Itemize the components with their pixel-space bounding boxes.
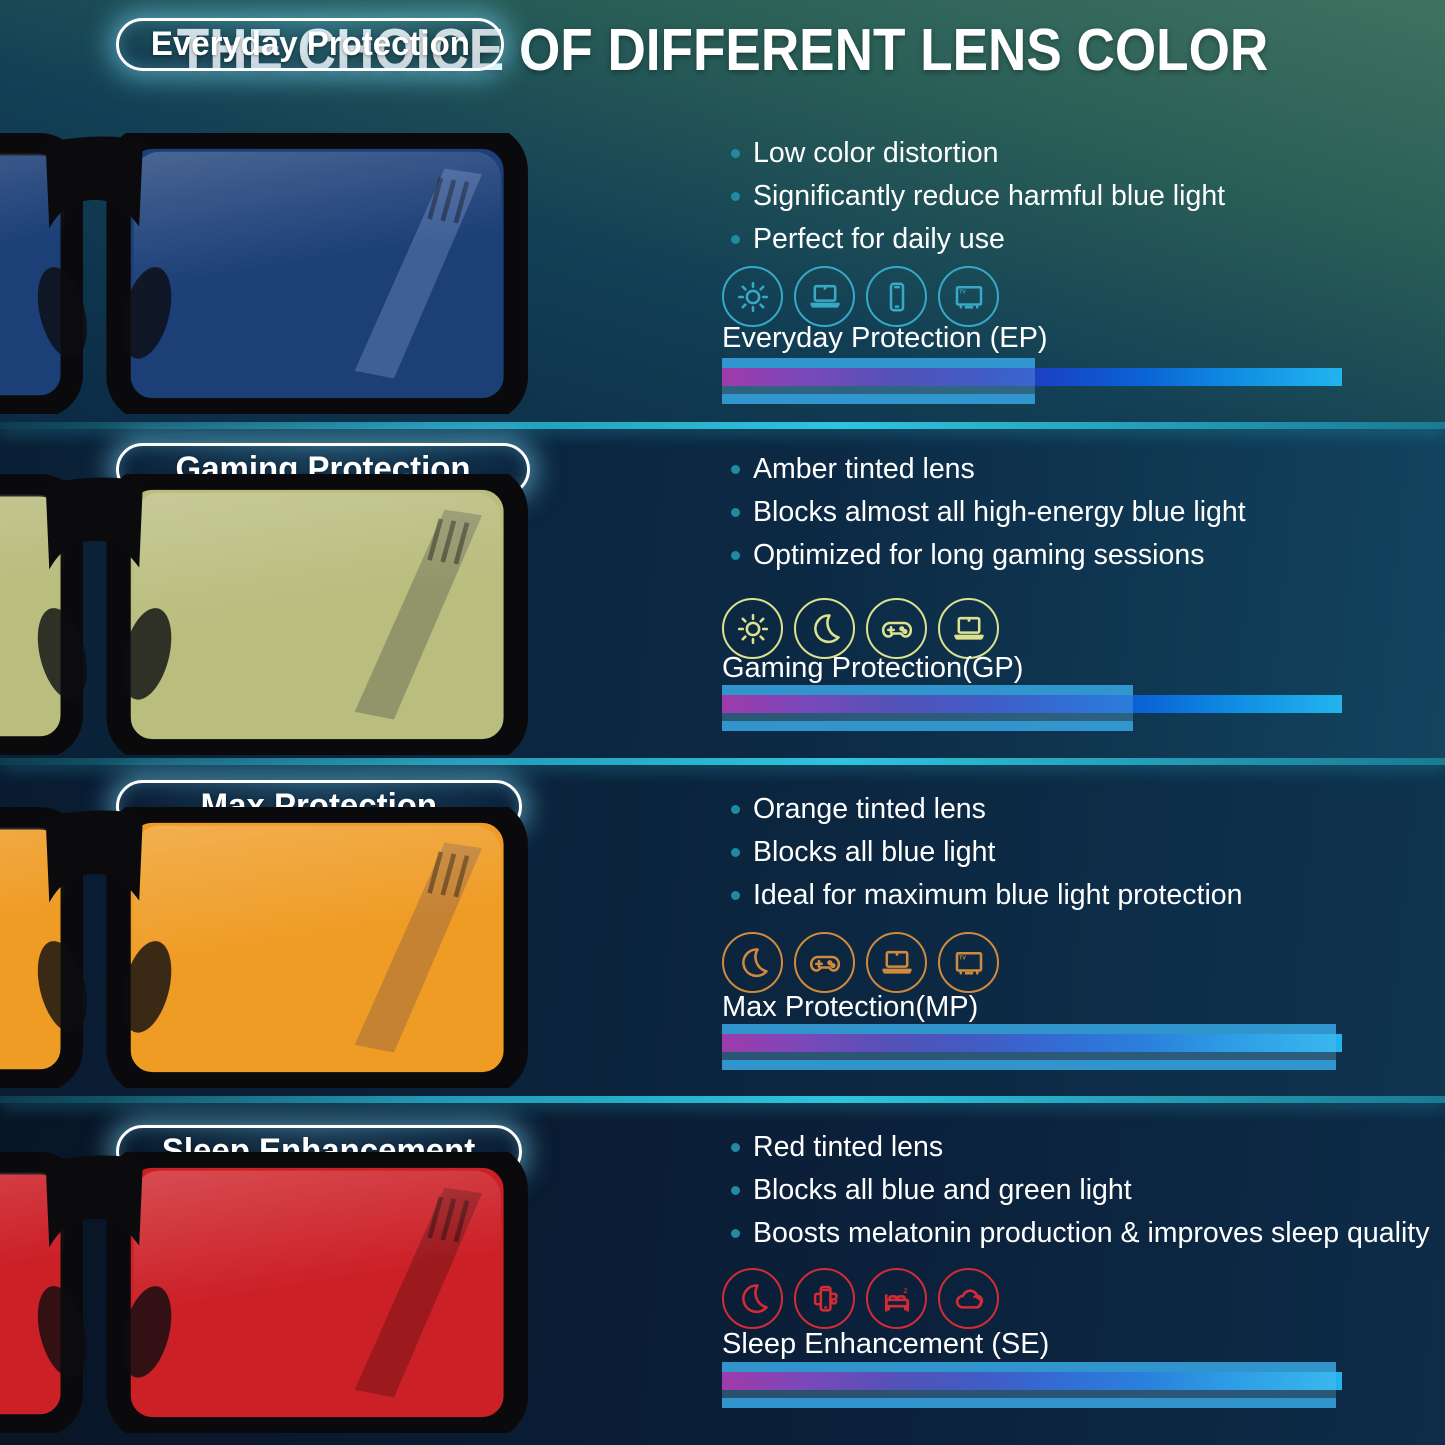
page-title: THE CHOICE OF DIFFERENT LENS COLOR [176, 17, 1269, 83]
phone-icon [866, 266, 927, 327]
bullet-list: Amber tinted lens Blocks almost all high… [722, 448, 1246, 577]
gamepad-icon [866, 598, 927, 659]
bullet-item: Blocks almost all high-energy blue light [722, 491, 1246, 534]
details-everyday: Low color distortion Significantly reduc… [722, 0, 1347, 422]
glasses-image-everyday [0, 132, 557, 414]
bullet-item: Significantly reduce harmful blue light [722, 175, 1225, 218]
glasses-image-gaming [0, 473, 557, 755]
spectrum-bar [722, 685, 1343, 731]
spectrum-label: Max Protection(MP) [722, 991, 979, 1023]
svg-text:TV: TV [959, 289, 966, 295]
blocked-region [722, 1362, 1336, 1408]
nose-pad [37, 1286, 87, 1378]
moon-icon [722, 932, 783, 993]
bullet-item: Orange tinted lens [722, 788, 1242, 831]
tv-icon: TV [938, 932, 999, 993]
nose-pad [37, 608, 87, 700]
bullet-item: Blocks all blue light [722, 831, 1242, 874]
nose-pad [122, 941, 172, 1033]
details-max: Orange tinted lens Blocks all blue light… [722, 758, 1347, 1096]
svg-text:TV: TV [959, 955, 966, 961]
nose-pad [122, 608, 172, 700]
sun-icon [722, 266, 783, 327]
svg-text:Z: Z [903, 1288, 907, 1295]
laptop-icon [794, 266, 855, 327]
bullet-list: Red tinted lens Blocks all blue and gree… [722, 1126, 1429, 1255]
section-gaming-protection: Gaming Protection Amber tinted lens Bloc… [0, 422, 1445, 758]
bullet-item: Perfect for daily use [722, 218, 1225, 261]
laptop-icon [938, 598, 999, 659]
spectrum-bar [722, 1024, 1343, 1070]
glasses-image-max [0, 806, 557, 1088]
tv-icon: TV [938, 266, 999, 327]
section-max-protection: Max Protection Orange tinted lens Blocks… [0, 758, 1445, 1096]
bridge [45, 477, 143, 570]
gamepad-icon [794, 932, 855, 993]
details-gaming: Amber tinted lens Blocks almost all high… [722, 422, 1347, 758]
section-divider [0, 1096, 1445, 1103]
glasses-image-sleep [0, 1151, 557, 1433]
usage-icons: TV [722, 266, 999, 327]
moon-icon [794, 598, 855, 659]
section-divider [0, 758, 1445, 765]
spectrum-label: Sleep Enhancement (SE) [722, 1328, 1050, 1360]
bullet-item: Amber tinted lens [722, 448, 1246, 491]
bridge [45, 810, 143, 903]
laptop-icon [866, 932, 927, 993]
bullet-item: Blocks all blue and green light [722, 1169, 1429, 1212]
details-sleep: Red tinted lens Blocks all blue and gree… [722, 1096, 1429, 1445]
phone-mount-icon [794, 1268, 855, 1329]
bullet-item: Low color distortion [722, 132, 1225, 175]
bullet-item: Red tinted lens [722, 1126, 1429, 1169]
nose-pad [37, 267, 87, 359]
spectrum-bar [722, 1362, 1343, 1408]
spectrum-bar [722, 358, 1343, 404]
blocked-region [722, 685, 1134, 731]
blocked-region [722, 358, 1036, 404]
section-divider [0, 422, 1445, 429]
spectrum-label: Everyday Protection (EP) [722, 322, 1048, 354]
bullet-item: Optimized for long gaming sessions [722, 534, 1246, 577]
blocked-region [722, 1024, 1336, 1070]
bullet-list: Orange tinted lens Blocks all blue light… [722, 788, 1242, 917]
moon-icon [722, 1268, 783, 1329]
cloud-icon [938, 1268, 999, 1329]
bullet-item: Boosts melatonin production & improves s… [722, 1212, 1429, 1255]
usage-icons: TV [722, 932, 999, 993]
section-sleep-enhancement: Sleep Enhancement Red tinted lens Blocks… [0, 1096, 1445, 1445]
nose-pad [122, 267, 172, 359]
usage-icons [722, 598, 999, 659]
usage-icons: Z [722, 1268, 999, 1329]
bullet-list: Low color distortion Significantly reduc… [722, 132, 1225, 261]
nose-pad [122, 1286, 172, 1378]
bullet-item: Ideal for maximum blue light protection [722, 874, 1242, 917]
pill-label: Everyday Protection [150, 25, 470, 63]
bridge [45, 136, 143, 229]
pill-everyday-protection: Everyday Protection [116, 18, 504, 71]
nose-pad [37, 941, 87, 1033]
section-everyday-protection: THE CHOICE OF DIFFERENT LENS COLOR Every… [0, 0, 1445, 422]
spectrum-label: Gaming Protection(GP) [722, 652, 1024, 684]
bed-icon: Z [866, 1268, 927, 1329]
bridge [45, 1155, 143, 1248]
sun-icon [722, 598, 783, 659]
